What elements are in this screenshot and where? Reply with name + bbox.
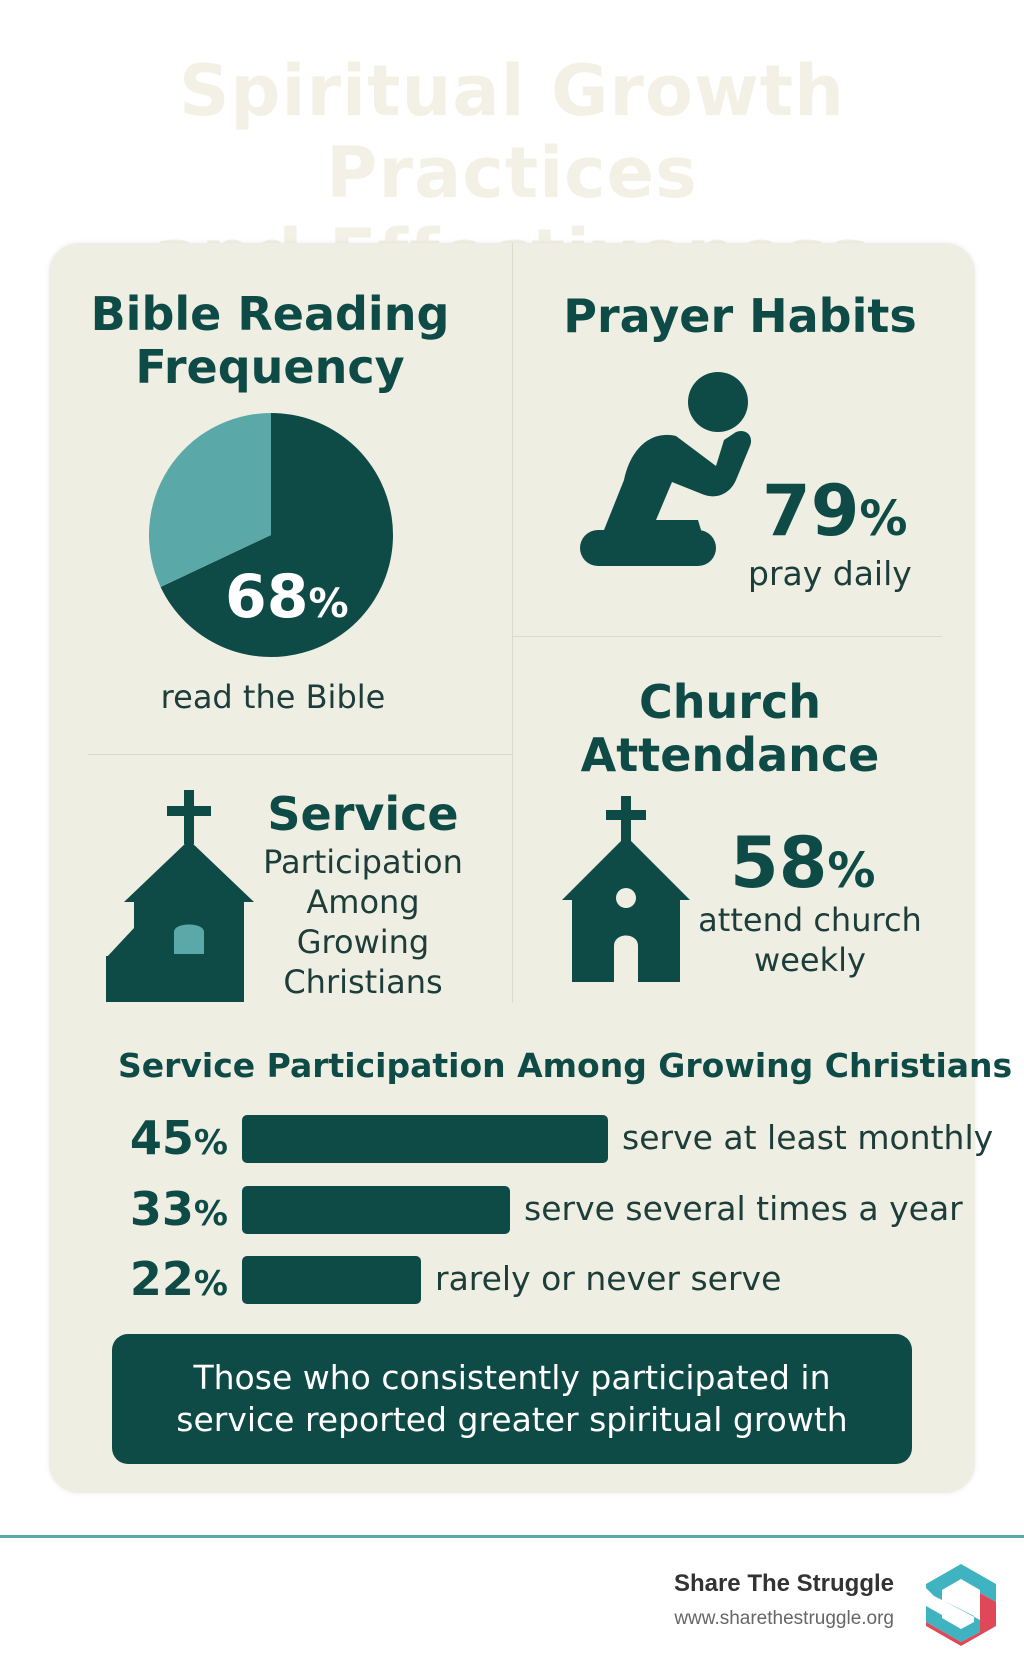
- church-caption-line2: weekly: [754, 941, 866, 979]
- bar-percent-sign: %: [193, 1194, 228, 1234]
- bar: [242, 1186, 510, 1234]
- bar: [242, 1256, 421, 1304]
- footer-divider: [0, 1535, 1024, 1538]
- prayer-percent-value: 79: [762, 470, 860, 552]
- service-sub-line3: Growing: [296, 923, 430, 961]
- horizontal-divider-right: [512, 636, 942, 637]
- church-icon: [106, 790, 254, 1002]
- callout-box: Those who consistently participated in s…: [112, 1334, 912, 1464]
- s-hexagon-logo-icon[interactable]: [920, 1560, 1002, 1650]
- pie-percent-value: 68: [225, 562, 309, 632]
- page-title-line1: Spiritual Growth Practices: [179, 50, 845, 214]
- bible-heading-line2: Frequency: [135, 340, 405, 394]
- bar-percent-value: 33: [129, 1182, 194, 1236]
- bar-row: 45% serve at least monthly: [118, 1113, 993, 1163]
- bar-row: 22% rarely or never serve: [118, 1254, 978, 1304]
- bar-percent-value: 22: [129, 1252, 194, 1306]
- prayer-habits-heading: Prayer Habits: [563, 289, 917, 343]
- service-bars-title: Service Participation Among Growing Chri…: [118, 1046, 1013, 1085]
- church-percent-sign: %: [827, 843, 876, 899]
- bar-percent-value: 45: [129, 1111, 194, 1165]
- prayer-percent: 79%: [762, 470, 908, 552]
- bar-category-label: serve several times a year: [524, 1189, 963, 1228]
- brand-name[interactable]: Share The Struggle: [673, 1570, 894, 1597]
- church-icon: [562, 796, 690, 982]
- bar-row: 33% serve several times a year: [118, 1184, 978, 1234]
- pie-caption: read the Bible: [160, 678, 386, 716]
- church-heading-line2: Attendance: [580, 728, 880, 782]
- service-sub-line1: Participation: [263, 843, 463, 881]
- service-heading: Service: [267, 787, 459, 841]
- service-sub-line2: Among: [306, 883, 420, 921]
- kneeling-person-icon: [580, 372, 752, 566]
- pie-percent: 68%: [225, 562, 349, 632]
- church-attendance-heading: Church Attendance: [560, 676, 900, 782]
- bar-category-label: serve at least monthly: [622, 1118, 994, 1157]
- callout-text: Those who consistently participated in s…: [176, 1358, 848, 1439]
- church-caption: attend church weekly: [695, 900, 925, 980]
- bar: [242, 1115, 608, 1163]
- pie-slice-0: [160, 413, 393, 657]
- vertical-divider: [512, 243, 513, 1003]
- pie-percent-sign: %: [308, 581, 349, 627]
- pie-slice-1: [149, 413, 271, 587]
- bar-percent-label: 22%: [118, 1254, 228, 1309]
- prayer-percent-sign: %: [859, 491, 908, 547]
- church-heading-line1: Church: [639, 675, 821, 729]
- brand-url[interactable]: www.sharethestruggle.org: [674, 1608, 894, 1629]
- prayer-caption: pray daily: [748, 554, 912, 593]
- bible-heading-line1: Bible Reading: [90, 287, 450, 341]
- bar-percent-label: 45%: [118, 1113, 228, 1168]
- bar-percent-sign: %: [193, 1123, 228, 1163]
- church-percent: 58%: [730, 822, 876, 904]
- service-sub-line4: Christians: [283, 963, 443, 1001]
- bar-percent-label: 33%: [118, 1184, 228, 1239]
- bar-percent-sign: %: [193, 1264, 228, 1304]
- church-percent-value: 58: [730, 822, 828, 904]
- bar-category-label: rarely or never serve: [435, 1259, 782, 1298]
- service-block: Service Participation Among Growing Chri…: [250, 786, 476, 1002]
- bible-reading-heading: Bible Reading Frequency: [70, 288, 470, 394]
- church-caption-line1: attend church: [698, 901, 922, 939]
- horizontal-divider-left: [88, 754, 512, 755]
- bible-reading-pie-chart: [149, 413, 393, 657]
